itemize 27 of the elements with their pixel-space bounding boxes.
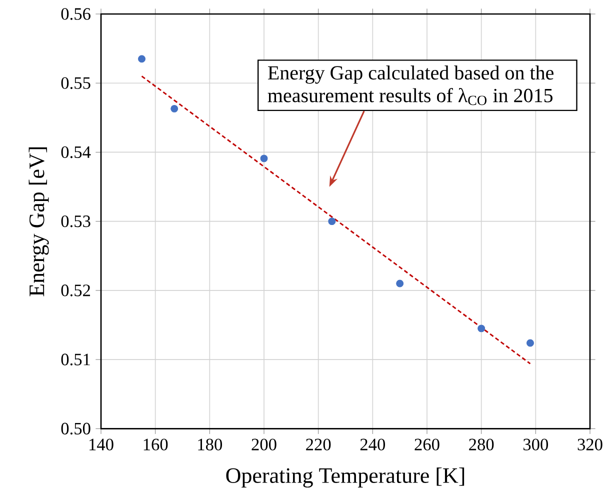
- x-tick-label: 260: [414, 438, 440, 450]
- point: [396, 280, 404, 288]
- x-tick-label: 320: [578, 438, 602, 450]
- y-tick-label: 0.51: [61, 354, 90, 366]
- point: [260, 154, 268, 162]
- y-tick-label: 0.55: [61, 77, 90, 89]
- point: [170, 104, 178, 112]
- x-tick-label: 140: [90, 438, 114, 450]
- y-axis-title: Energy Gap [eV]: [28, 147, 49, 296]
- x-tick-label: 240: [360, 438, 386, 450]
- point: [478, 324, 486, 332]
- y-tick-label: 0.52: [61, 284, 90, 296]
- annotation: Energy Gap calculated based on the measurement results of λ$_{CO}$ in 2015: [268, 66, 554, 106]
- point: [328, 218, 336, 226]
- y-tick-label: 0.54: [61, 146, 91, 158]
- y-tick-label: 0.56: [61, 8, 90, 20]
- point: [138, 55, 146, 63]
- y-tick-label: 0.53: [61, 215, 90, 228]
- x-tick-label: 280: [469, 438, 494, 450]
- y-tick-label: 0.50: [61, 422, 90, 435]
- x-tick-label: 220: [306, 438, 331, 450]
- x-tick-label: 160: [144, 438, 168, 450]
- point: [526, 339, 534, 347]
- x-tick-label: 300: [524, 438, 548, 450]
- x-tick-label: 200: [252, 438, 276, 450]
- x-tick-label: 180: [198, 438, 222, 450]
- x-axis-title: Operating Temperature [K]: [226, 468, 464, 488]
